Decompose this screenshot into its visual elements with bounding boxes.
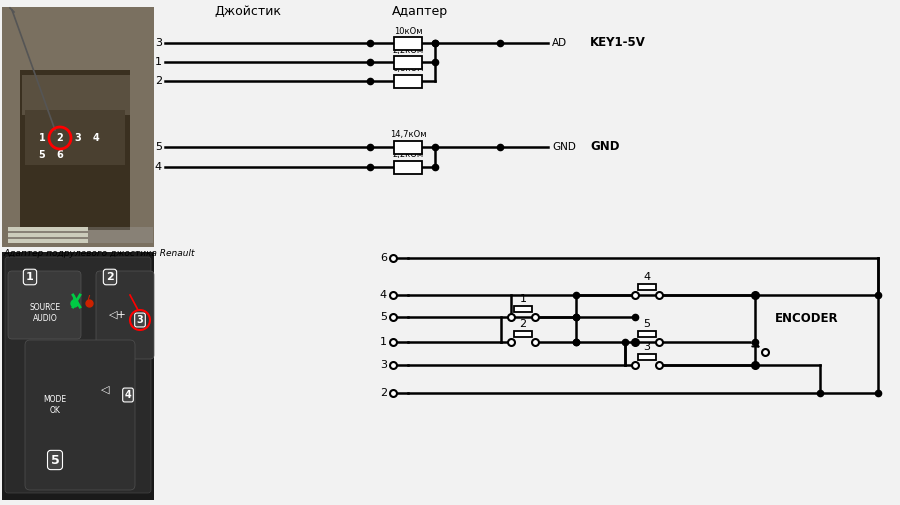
Bar: [8, 233, 88, 237]
Text: /: /: [86, 293, 90, 307]
Bar: [638, 354, 656, 360]
Text: 14,7кОм: 14,7кОм: [390, 130, 427, 139]
Text: ◁+: ◁+: [109, 310, 127, 320]
Text: Адаптер подрулевого джостика Renault: Адаптер подрулевого джостика Renault: [3, 249, 194, 258]
Text: Адаптер: Адаптер: [392, 5, 448, 18]
Bar: [20, 70, 130, 230]
Text: 1: 1: [26, 272, 34, 282]
Text: ENCODER: ENCODER: [775, 312, 839, 325]
Text: 4: 4: [124, 390, 131, 400]
Bar: [394, 36, 422, 49]
Text: 1: 1: [380, 337, 387, 347]
Text: 1: 1: [155, 57, 162, 67]
Bar: [394, 161, 422, 174]
Text: /: /: [71, 293, 75, 307]
Bar: [25, 110, 125, 165]
FancyBboxPatch shape: [96, 271, 154, 359]
Text: 2: 2: [57, 133, 63, 143]
Text: 2: 2: [155, 76, 162, 86]
Text: 2,2кОм: 2,2кОм: [392, 150, 424, 160]
Text: 6: 6: [380, 253, 387, 263]
Text: 3: 3: [75, 133, 81, 143]
Bar: [394, 56, 422, 69]
Text: 3: 3: [644, 342, 651, 352]
FancyBboxPatch shape: [8, 271, 81, 339]
Bar: [638, 331, 656, 337]
Bar: [2, 252, 154, 500]
Text: 4: 4: [380, 290, 387, 300]
Text: 4: 4: [155, 162, 162, 172]
Text: 5: 5: [50, 453, 59, 467]
Text: 2: 2: [380, 388, 387, 398]
Text: 2,2кОм: 2,2кОм: [392, 45, 424, 55]
Text: 2: 2: [519, 319, 526, 329]
Text: 5: 5: [39, 150, 45, 160]
Text: 1: 1: [519, 294, 526, 304]
Text: 4: 4: [93, 133, 99, 143]
FancyBboxPatch shape: [5, 257, 151, 493]
Bar: [2, 7, 154, 247]
Bar: [8, 227, 88, 231]
Text: 4: 4: [644, 272, 651, 282]
Text: 3: 3: [137, 315, 143, 325]
Text: 5: 5: [644, 319, 651, 329]
Bar: [394, 75, 422, 87]
Text: 5: 5: [155, 142, 162, 152]
Text: KEY1-5V: KEY1-5V: [590, 36, 646, 49]
Text: ◁: ◁: [101, 385, 109, 395]
Text: 10кОм: 10кОм: [394, 26, 422, 35]
Text: 3: 3: [155, 38, 162, 48]
Bar: [514, 331, 532, 337]
Text: GND: GND: [552, 142, 576, 152]
Text: 6: 6: [57, 150, 63, 160]
Text: 2: 2: [106, 272, 114, 282]
Bar: [8, 227, 153, 243]
Text: MODE
OK: MODE OK: [43, 395, 67, 415]
Text: 1: 1: [39, 133, 45, 143]
Text: AD: AD: [552, 38, 567, 48]
Bar: [514, 306, 532, 312]
Text: 6,8кОм: 6,8кОм: [392, 65, 424, 74]
Bar: [22, 75, 130, 115]
FancyBboxPatch shape: [25, 340, 135, 490]
Text: Джойстик: Джойстик: [214, 5, 282, 18]
Bar: [8, 239, 88, 243]
Text: 5: 5: [380, 312, 387, 322]
Bar: [394, 140, 422, 154]
Text: GND: GND: [590, 140, 619, 154]
Text: 3: 3: [380, 360, 387, 370]
Text: SOURCE
AUDIO: SOURCE AUDIO: [30, 304, 60, 323]
Bar: [638, 284, 656, 290]
